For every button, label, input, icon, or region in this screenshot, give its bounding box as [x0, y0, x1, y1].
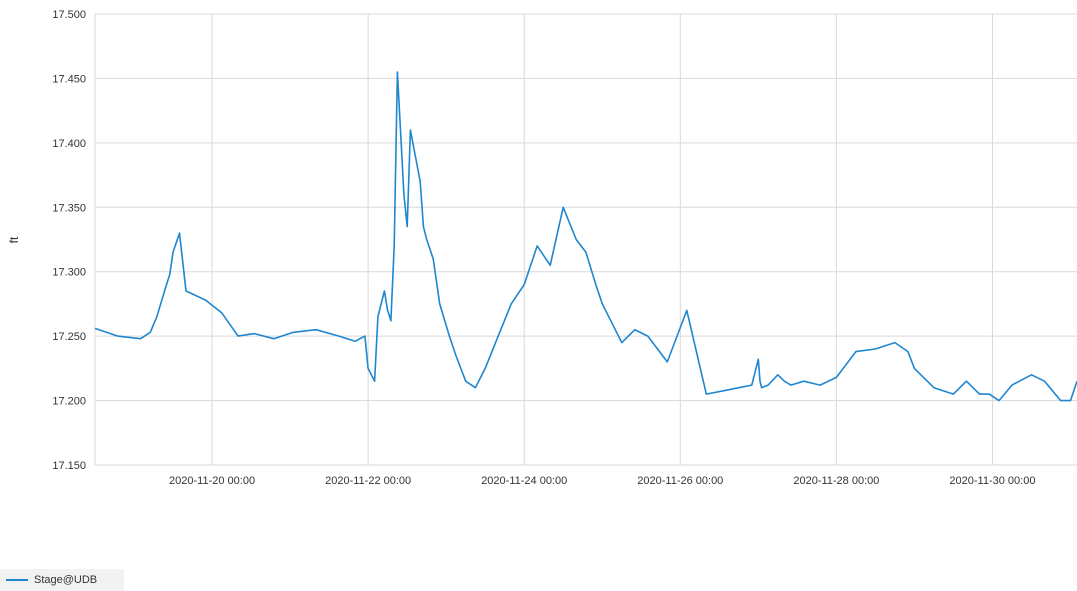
y-tick-label: 17.500: [52, 9, 86, 21]
y-axis-ticks: 17.150 17.200 17.250 17.300 17.350 17.400 17.4…: [52, 9, 86, 472]
x-tick-label: 2020-11-28 00:00: [793, 475, 879, 487]
legend-swatch: [6, 579, 28, 581]
y-tick-label: 17.150: [52, 460, 86, 472]
y-tick-label: 17.350: [52, 202, 86, 214]
y-tick-label: 17.200: [52, 396, 86, 408]
horizontal-gridlines: [95, 13, 1077, 466]
y-axis-label: ft: [7, 236, 21, 243]
vertical-gridlines: [94, 14, 993, 465]
x-tick-label: 2020-11-30 00:00: [949, 475, 1035, 487]
x-axis-ticks: 2020-11-20 00:00 2020-11-22 00:00 2020-11-…: [169, 475, 1035, 487]
legend-label-stage-udb: Stage@UDB: [34, 574, 98, 586]
y-tick-label: 17.450: [52, 73, 86, 85]
legend[interactable]: Stage@UDB: [0, 569, 124, 591]
y-tick-label: 17.250: [52, 331, 86, 343]
y-tick-label: 17.300: [52, 267, 86, 279]
x-tick-label: 2020-11-26 00:00: [637, 475, 723, 487]
x-tick-label: 2020-11-22 00:00: [325, 475, 411, 487]
x-tick-label: 2020-11-24 00:00: [481, 475, 567, 487]
y-tick-label: 17.400: [52, 138, 86, 150]
x-tick-label: 2020-11-20 00:00: [169, 475, 255, 487]
series-group: [94, 71, 1077, 402]
series-line-stage-udb: [94, 71, 1077, 402]
